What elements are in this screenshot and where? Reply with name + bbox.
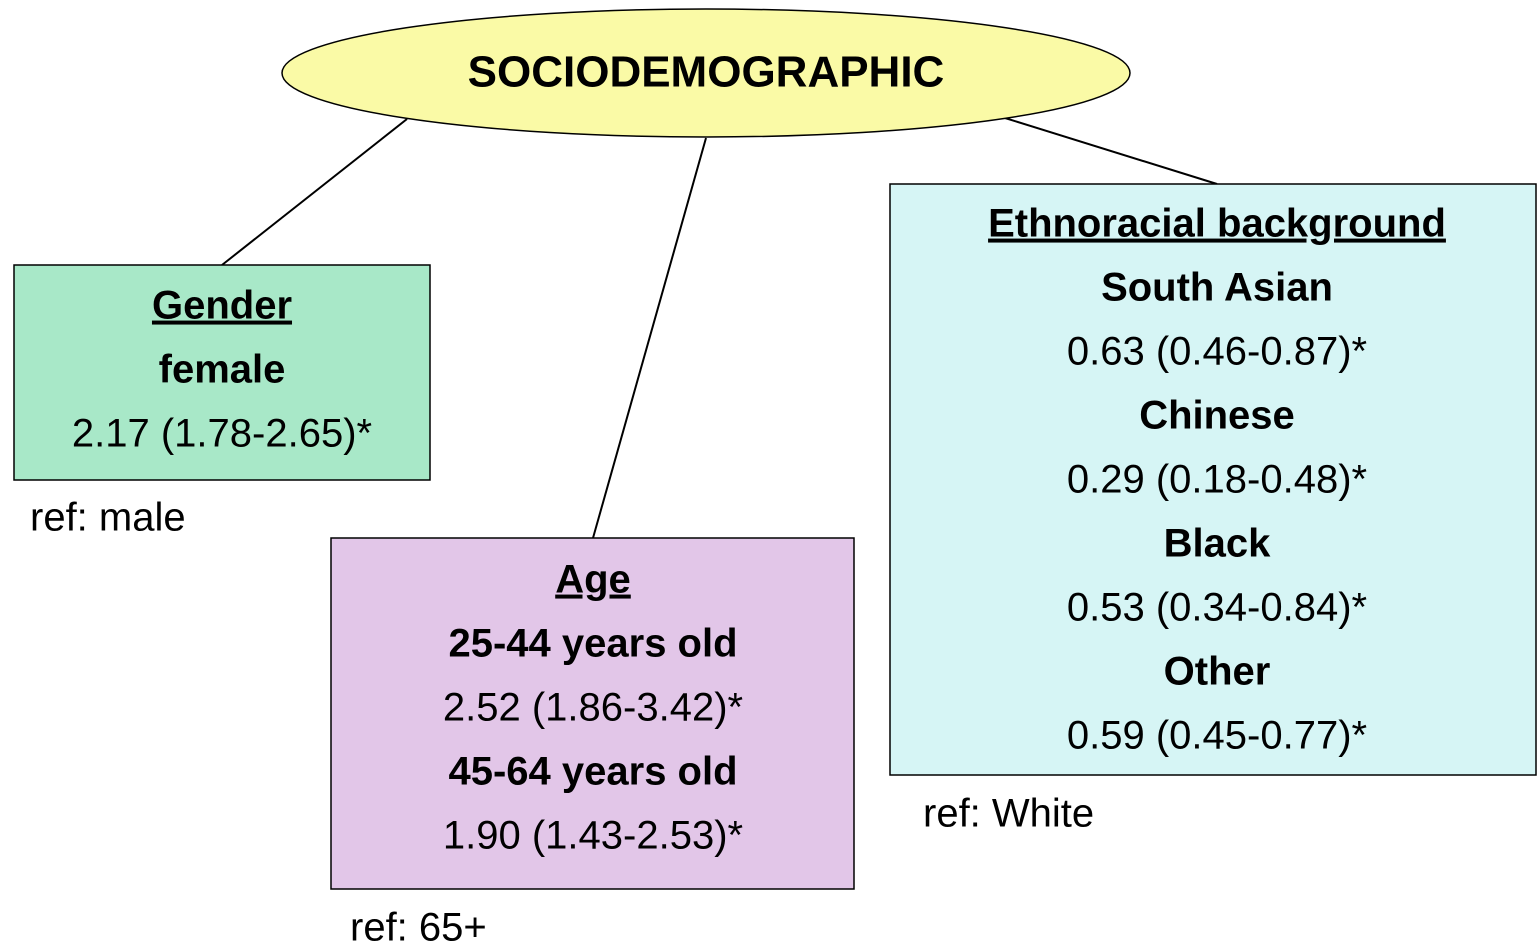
node-heading: Age <box>555 558 631 602</box>
ref-note: ref: 65+ <box>350 906 487 948</box>
item-label: female <box>159 348 286 392</box>
ethnic-box <box>889 183 1537 776</box>
item-value: 2.52 (1.86-3.42)* <box>443 686 743 730</box>
node-heading: Ethnoracial background <box>988 202 1446 246</box>
node-texts: Gender female 2.17 (1.78-2.65)* ref: male Ag… <box>30 202 1446 948</box>
connector <box>221 118 408 266</box>
item-value: 0.63 (0.46-0.87)* <box>1067 330 1367 374</box>
connector <box>592 137 707 539</box>
ref-note: ref: White <box>923 792 1094 836</box>
node-heading: Gender <box>152 284 292 328</box>
item-value: 0.53 (0.34-0.84)* <box>1067 586 1367 630</box>
item-label: 45-64 years old <box>448 750 737 794</box>
item-label: Black <box>1164 522 1271 566</box>
item-value: 1.90 (1.43-2.53)* <box>443 814 743 858</box>
ref-note: ref: male <box>30 496 186 540</box>
item-label: Other <box>1164 650 1271 694</box>
connector <box>1004 117 1218 185</box>
item-value: 0.29 (0.18-0.48)* <box>1067 458 1367 502</box>
gender-box <box>13 264 431 481</box>
root-title: SOCIODEMOGRAPHIC <box>468 48 945 97</box>
item-label: Chinese <box>1139 394 1295 438</box>
age-box <box>330 537 855 890</box>
item-label: 25-44 years old <box>448 622 737 666</box>
root-ellipse <box>281 8 1131 138</box>
item-label: South Asian <box>1101 266 1333 310</box>
item-value: 2.17 (1.78-2.65)* <box>72 412 372 456</box>
item-value: 0.59 (0.45-0.77)* <box>1067 714 1367 758</box>
